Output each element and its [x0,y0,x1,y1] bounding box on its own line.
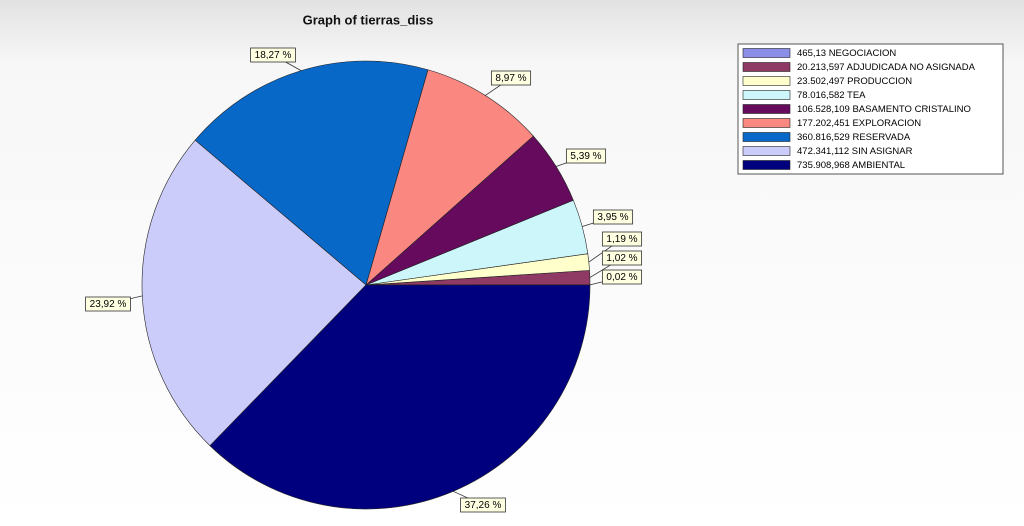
label-box [601,269,643,285]
data-label: 1,02 % [606,253,637,264]
legend-label: 472.341,112 SIN ASIGNAR [797,146,913,157]
legend-label: 177.202,451 EXPLORACION [797,118,921,129]
legend-swatch [742,132,791,142]
legend-label: 106.528,109 BASAMENTO CRISTALINO [797,104,971,115]
label-box [250,47,296,63]
legend-label: 465,13 NEGOCIACION [797,48,896,59]
label-box [601,250,643,266]
pie-slice [141,139,367,447]
data-label: 0,02 % [606,272,637,283]
pie-slice [365,69,534,286]
legend-swatch [742,62,791,72]
legend-swatch [742,118,791,128]
pie-slice [209,284,591,510]
pie-slice [194,60,429,286]
data-label: 5,39 % [570,151,601,162]
data-label: 18,27 % [255,50,292,61]
label-box [460,497,506,513]
legend-label: 735.908,968 AMBIENTAL [797,160,905,171]
legend-label: 23.502,497 PRODUCCION [797,76,912,87]
legend-swatch [742,90,791,100]
legend-label: 360.816,529 RESERVADA [797,132,911,143]
data-label: 1,19 % [606,234,637,245]
chart-title: Graph of tierras_diss [303,12,434,27]
legend-swatch [742,104,791,114]
label-box [490,70,532,86]
data-label: 8,97 % [495,73,526,84]
legend-swatch [742,160,791,170]
legend-swatch [742,146,791,156]
legend-label: 20.213,597 ADJUDICADA NO ASIGNADA [797,62,976,73]
label-box [85,296,131,312]
legend-swatch [742,48,791,58]
data-label: 37,26 % [465,500,502,511]
data-label: 23,92 % [90,299,127,310]
legend-label: 78.016,582 TEA [797,90,866,101]
legend-swatch [742,76,791,86]
label-box [565,148,607,164]
label-box [601,231,643,247]
label-box [592,209,634,225]
data-label: 3,95 % [597,212,628,223]
